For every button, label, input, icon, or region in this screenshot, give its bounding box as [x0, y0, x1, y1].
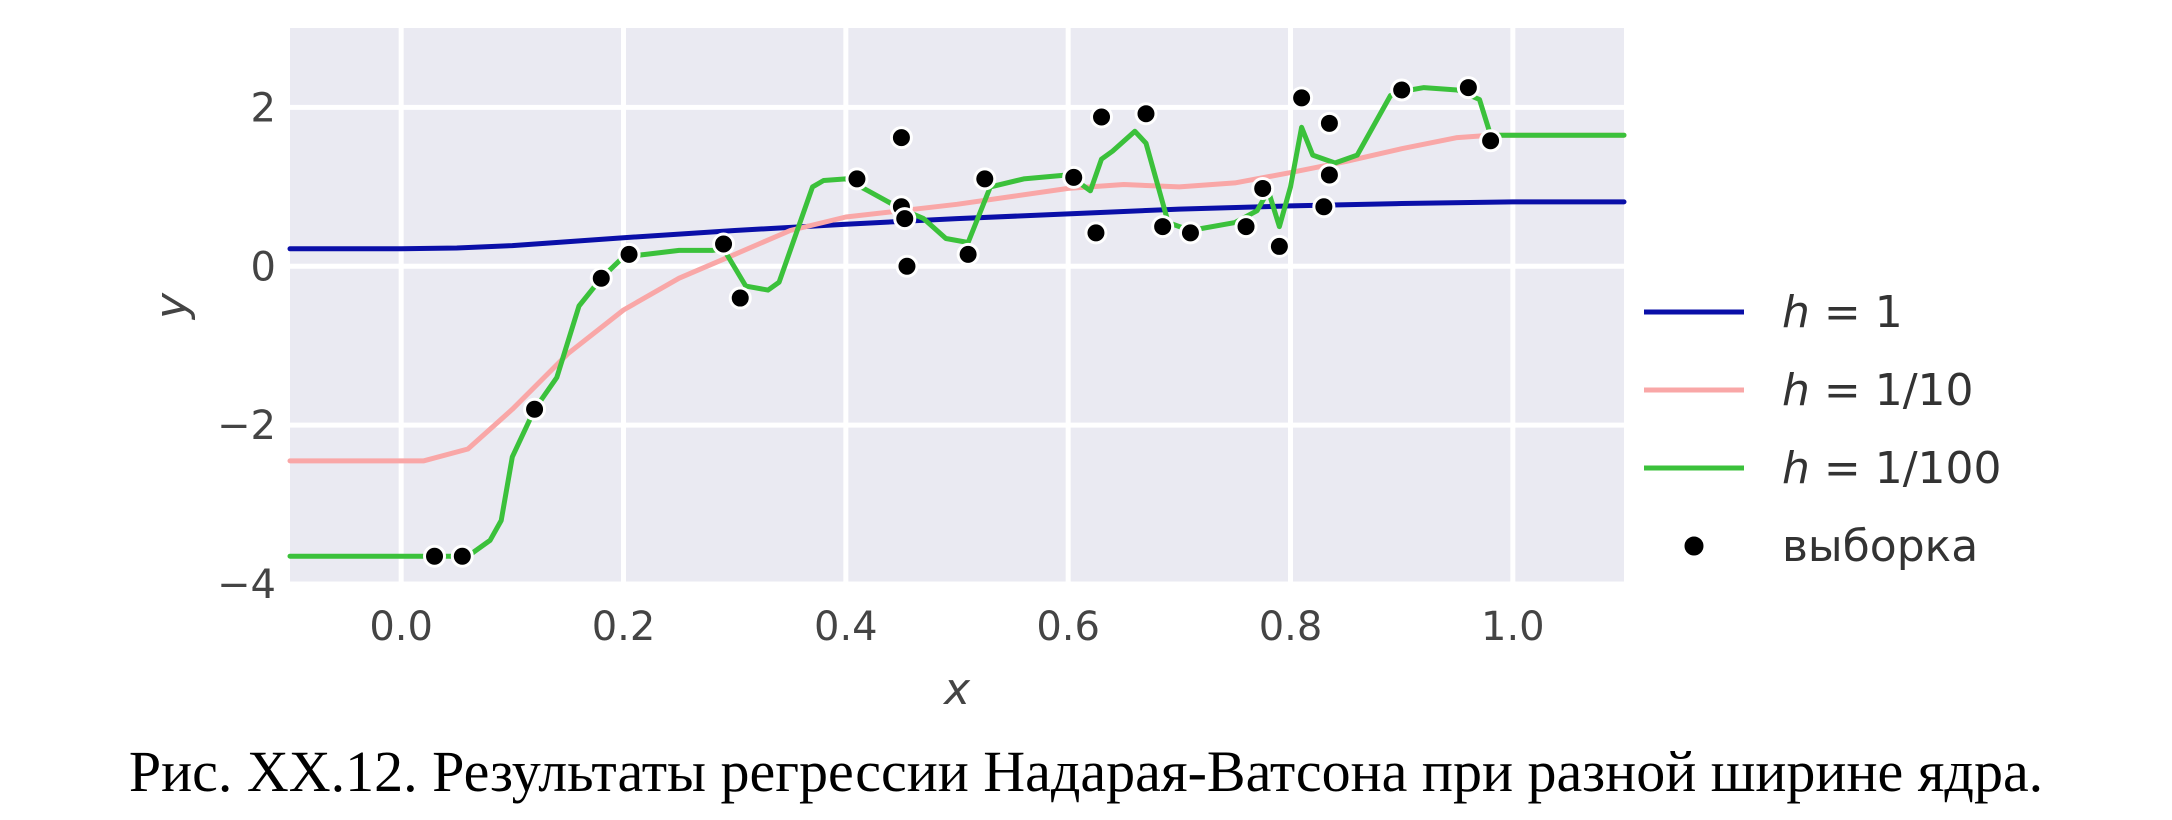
- sample-point: [712, 232, 736, 256]
- y-tick-labels: −4 −2 0 2: [217, 85, 276, 608]
- figure-caption: Рис. XX.12. Результаты регрессии Надарая…: [128, 739, 2044, 804]
- sample-point: [617, 242, 641, 266]
- sample-point: [1312, 195, 1336, 219]
- sample-point: [1151, 215, 1175, 239]
- sample-point: [895, 254, 919, 278]
- y-tick-label: 2: [251, 85, 276, 131]
- sample-point: [889, 126, 913, 150]
- x-tick-label: 1.0: [1481, 604, 1545, 650]
- sample-point: [1251, 176, 1275, 200]
- x-tick-label: 0.6: [1036, 604, 1100, 650]
- legend-label: h = 1: [1782, 287, 1903, 338]
- sample-point: [728, 286, 752, 310]
- sample-point: [523, 397, 547, 421]
- x-tick-label: 0.2: [592, 604, 656, 650]
- sample-point: [1317, 111, 1341, 135]
- y-tick-label: 0: [251, 244, 276, 290]
- sample-points: [423, 76, 1503, 568]
- sample-point: [589, 266, 613, 290]
- sample-point: [450, 544, 474, 568]
- x-tick-label: 0.0: [369, 604, 433, 650]
- legend-label: выборка: [1782, 521, 1978, 572]
- grid: [290, 28, 1624, 587]
- sample-point: [956, 242, 980, 266]
- sample-point: [1062, 165, 1086, 189]
- legend-label: h = 1/10: [1782, 365, 1974, 416]
- sample-point: [1134, 102, 1158, 126]
- x-tick-labels: 0.0 0.2 0.4 0.6 0.8 1.0: [369, 604, 1544, 650]
- legend: h = 1 h = 1/10 h = 1/100 выборка: [1644, 287, 2002, 572]
- sample-point: [423, 544, 447, 568]
- legend-marker: [1681, 533, 1707, 559]
- sample-point: [1390, 78, 1414, 102]
- sample-point: [1234, 215, 1258, 239]
- legend-label: h = 1/100: [1782, 443, 2002, 494]
- sample-point: [1267, 234, 1291, 258]
- plot-area: [290, 28, 1624, 584]
- sample-point: [1084, 221, 1108, 245]
- sample-point: [1456, 76, 1480, 100]
- sample-point: [1090, 105, 1114, 129]
- series-line-2: [287, 132, 1627, 464]
- sample-point: [893, 207, 917, 231]
- x-tick-label: 0.4: [814, 604, 878, 650]
- y-tick-label: −4: [217, 562, 276, 608]
- sample-point: [973, 167, 997, 191]
- y-axis-label: y: [146, 292, 197, 321]
- x-tick-label: 0.8: [1259, 604, 1323, 650]
- sample-point: [1479, 129, 1503, 153]
- y-tick-label: −2: [217, 403, 276, 449]
- x-axis-label: x: [942, 664, 971, 715]
- sample-point: [1290, 86, 1314, 110]
- sample-point: [1178, 221, 1202, 245]
- sample-point: [1317, 163, 1341, 187]
- sample-point: [845, 167, 869, 191]
